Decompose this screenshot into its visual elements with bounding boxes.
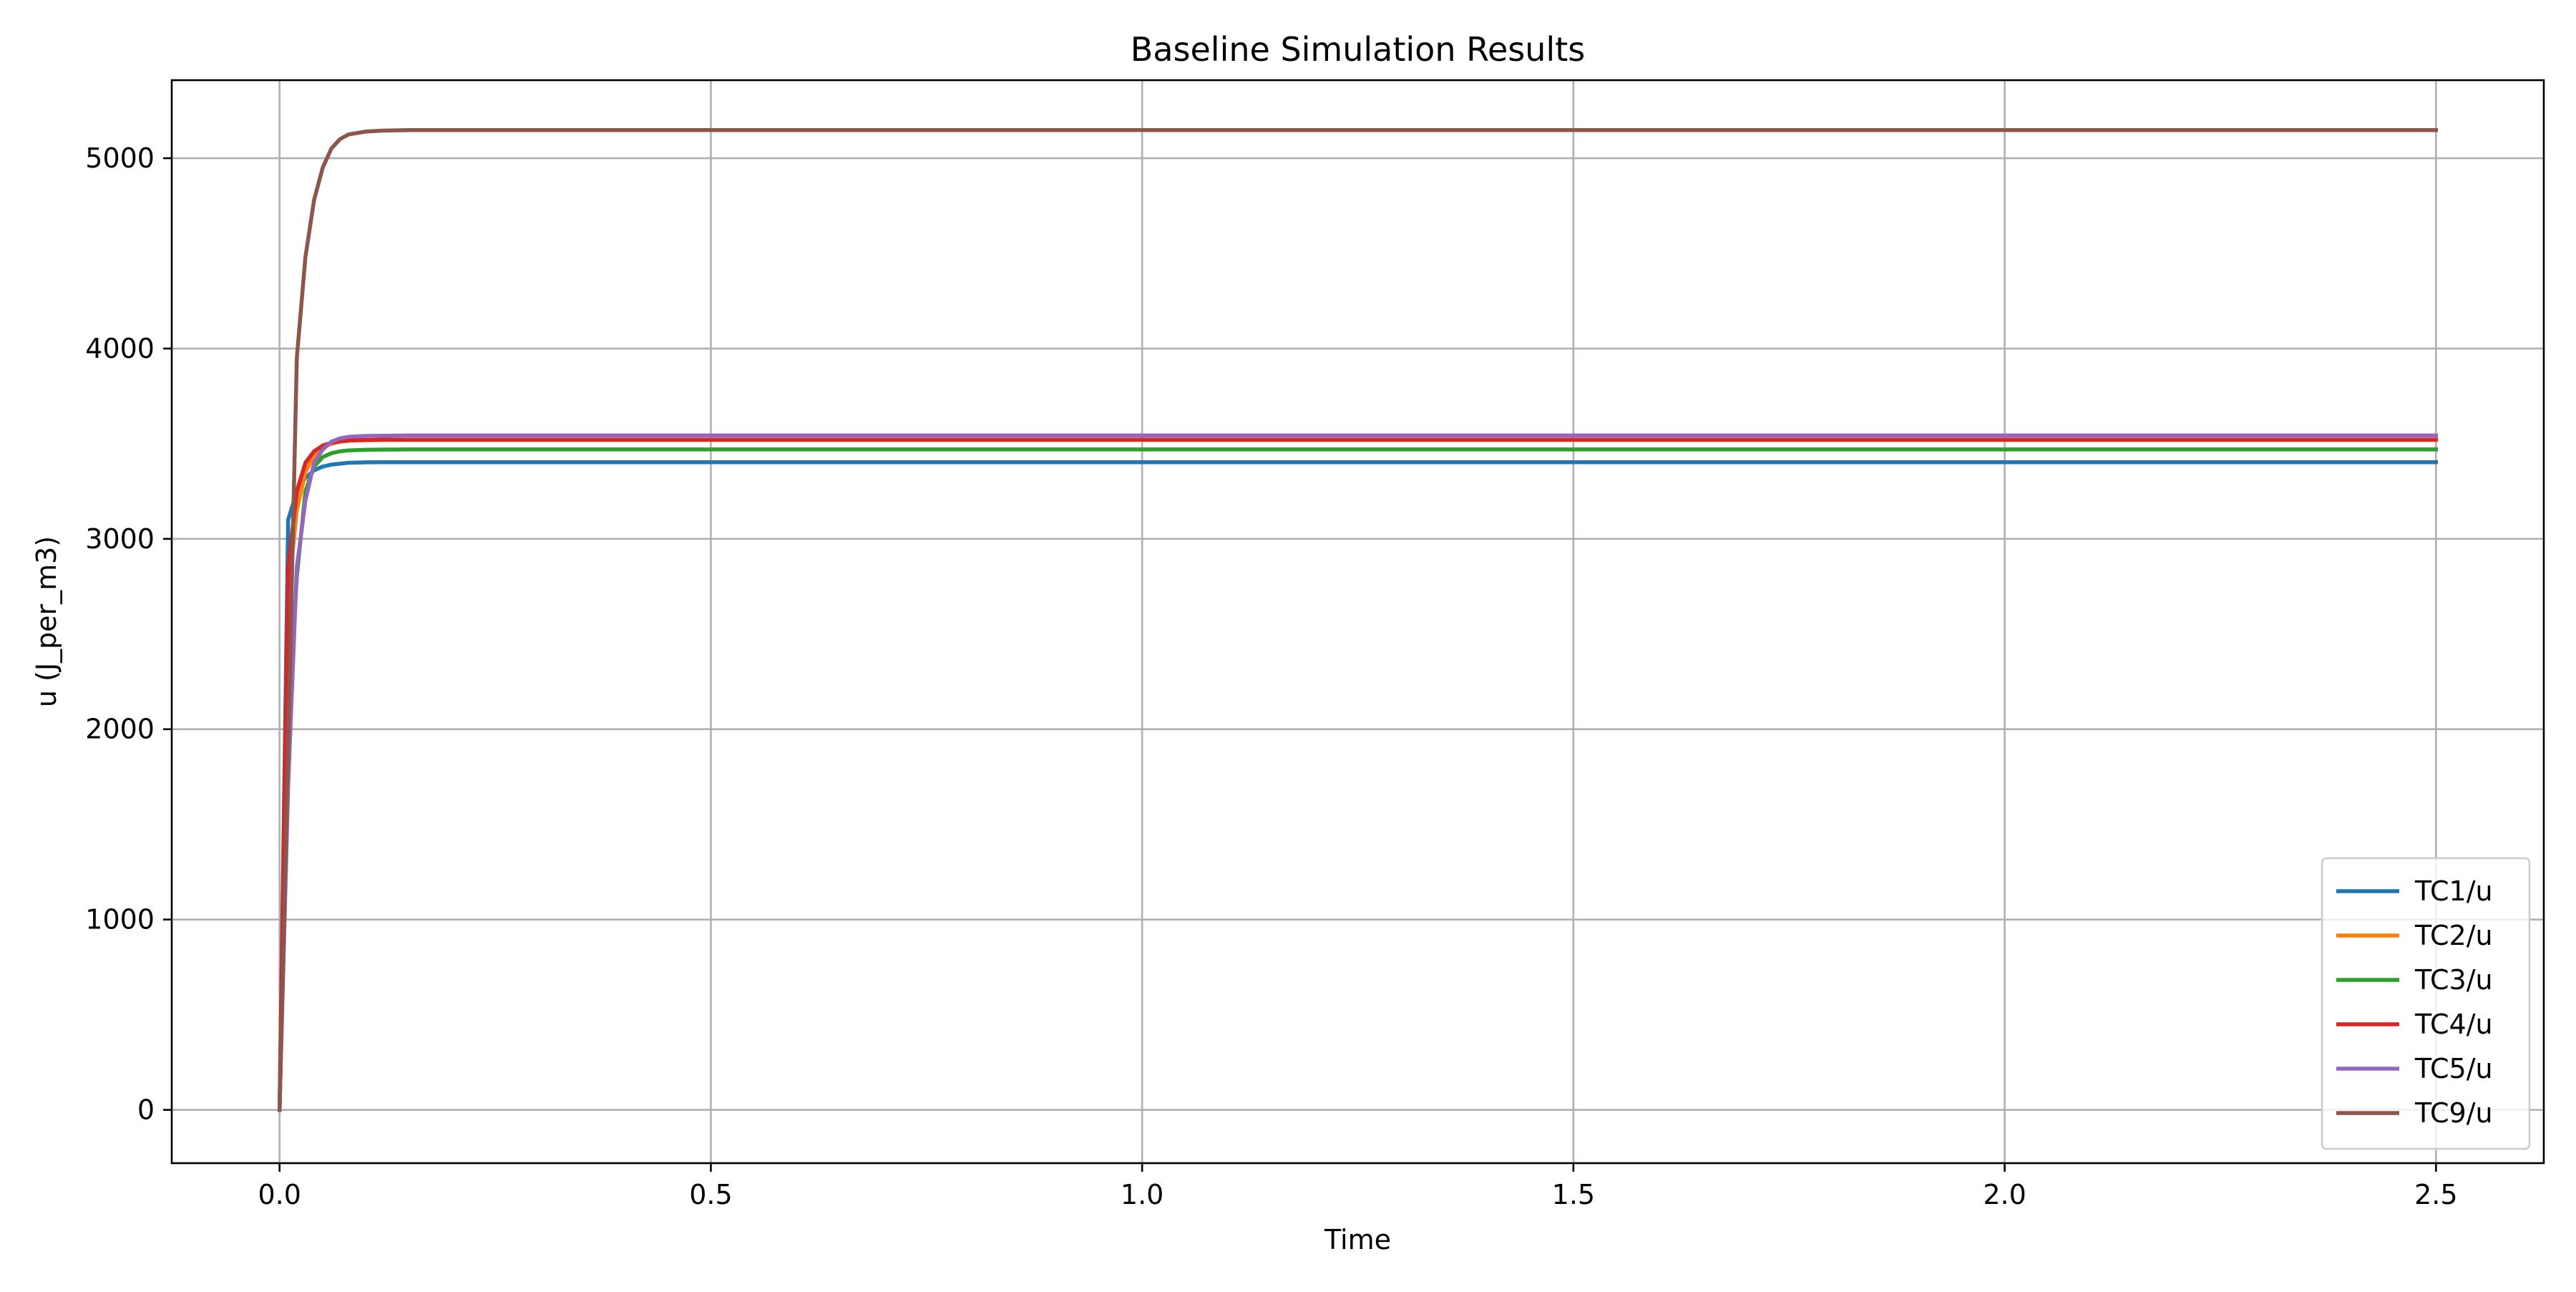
y-tick-label: 1000 (85, 904, 155, 936)
legend-label-tc4-u: TC4/u (2414, 1009, 2493, 1040)
legend-label-tc5-u: TC5/u (2414, 1053, 2493, 1084)
y-axis-label: u (J_per_m3) (31, 536, 62, 707)
y-tick-label: 5000 (85, 142, 155, 174)
y-tick-label: 3000 (85, 523, 155, 555)
grid (172, 80, 2544, 1163)
chart-title: Baseline Simulation Results (1131, 30, 1585, 69)
legend-label-tc1-u: TC1/u (2414, 875, 2493, 907)
axis-ticks: 0.0 0.5 1.0 1.5 2.0 2.5 0 1000 2000 3000 4000 5000 (85, 142, 2457, 1210)
x-tick-label: 1.0 (1121, 1179, 1163, 1210)
x-tick-label: 0.0 (258, 1179, 301, 1210)
plot-frame (170, 79, 2545, 1165)
legend-label-tc9-u: TC9/u (2414, 1097, 2493, 1129)
x-tick-label: 1.5 (1552, 1179, 1595, 1210)
x-axis-label: Time (1324, 1224, 1391, 1255)
legend-box (2321, 857, 2531, 1150)
x-tick-label: 2.5 (2414, 1179, 2457, 1210)
legend-label-tc2-u: TC2/u (2414, 920, 2493, 951)
series-line-tc4-u (277, 437, 2439, 1112)
legend: TC1/u TC2/u TC3/u TC4/u TC5/u TC9/u (2321, 857, 2531, 1150)
y-tick-label: 4000 (85, 333, 155, 364)
x-tick-label: 0.5 (689, 1179, 732, 1210)
series-line-tc9-u (277, 127, 2439, 1112)
y-tick-label: 0 (137, 1094, 155, 1126)
x-tick-label: 2.0 (1983, 1179, 2026, 1210)
series-line-tc5-u (277, 433, 2439, 1112)
y-tick-label: 2000 (85, 714, 155, 745)
series-lines (277, 127, 2439, 1112)
legend-label-tc3-u: TC3/u (2414, 964, 2493, 996)
